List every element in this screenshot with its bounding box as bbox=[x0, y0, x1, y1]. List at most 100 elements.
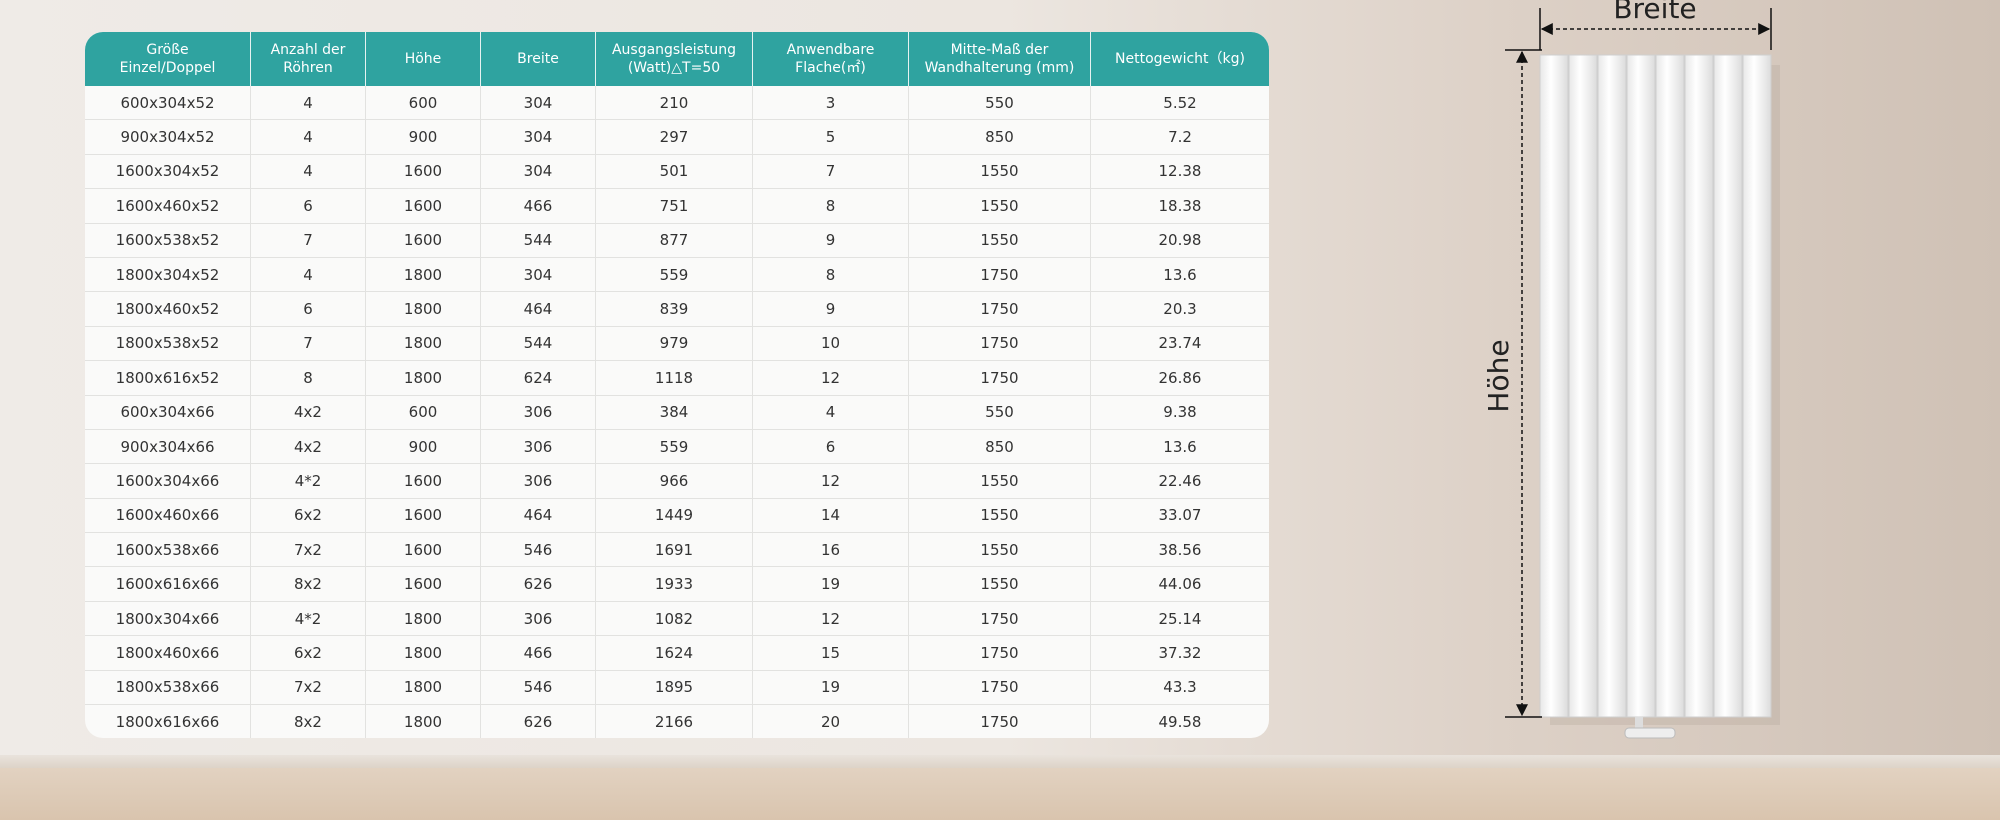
table-cell: 544 bbox=[481, 223, 596, 258]
table-cell: 384 bbox=[596, 395, 753, 430]
table-cell: 1600 bbox=[366, 223, 481, 258]
table-cell: 1600 bbox=[366, 533, 481, 568]
table-cell: 5.52 bbox=[1091, 86, 1269, 121]
table-cell: 626 bbox=[481, 567, 596, 602]
table-cell: 8 bbox=[251, 361, 366, 396]
table-cell: 16 bbox=[753, 533, 909, 568]
header-row: Größe Einzel/Doppel Anzahl der Röhren Höhe… bbox=[85, 32, 1269, 86]
table-cell: 7 bbox=[251, 326, 366, 362]
table-cell: 1800x460x66 bbox=[85, 636, 251, 671]
table-cell: 979 bbox=[596, 326, 753, 362]
table-cell: 2166 bbox=[596, 705, 753, 739]
table-cell: 1750 bbox=[909, 257, 1091, 293]
table-cell: 1800x304x66 bbox=[85, 601, 251, 637]
table-cell: 1600x304x52 bbox=[85, 154, 251, 190]
table-cell: 1800 bbox=[366, 326, 481, 362]
table-cell: 1895 bbox=[596, 670, 753, 706]
table-cell: 6 bbox=[251, 292, 366, 327]
table-cell: 4 bbox=[753, 395, 909, 430]
table-cell: 20.98 bbox=[1091, 224, 1269, 258]
table-cell: 49.58 bbox=[1158, 712, 1202, 731]
table-cell: 33.07 bbox=[1091, 499, 1269, 534]
table-cell: 1800x538x66 bbox=[85, 670, 251, 706]
table-cell: 1600 bbox=[366, 154, 481, 190]
table-cell: 1800 bbox=[366, 705, 481, 739]
table-cell: 850 bbox=[909, 429, 1091, 465]
table-row: 1600x304x66 4*2 1600 306 966 12 1550 22.46 bbox=[85, 464, 1269, 499]
table-cell: 13.6 bbox=[1091, 258, 1269, 293]
table-row: 1600x616x66 8x2 1600 626 1933 19 1550 44.06 bbox=[85, 567, 1269, 602]
table-cell: 600 bbox=[366, 395, 481, 430]
width-label: Breite bbox=[1613, 0, 1696, 25]
table-cell: 751 bbox=[596, 189, 753, 224]
table-cell: 501 bbox=[596, 154, 753, 190]
table-cell: 1800x304x52 bbox=[85, 257, 251, 293]
table-cell: 306 bbox=[481, 395, 596, 430]
table-cell: 1600x538x66 bbox=[85, 533, 251, 568]
table-cell: 304 bbox=[481, 120, 596, 155]
table-cell: 900 bbox=[366, 120, 481, 155]
table-row: 900x304x52 4 900 304 297 5 850 7.2 bbox=[85, 120, 1269, 155]
table-cell: 306 bbox=[481, 601, 596, 637]
table-cell: 559 bbox=[596, 429, 753, 465]
radiator bbox=[1539, 54, 1772, 739]
table-cell: 9.38 bbox=[1091, 396, 1269, 430]
table-cell: 624 bbox=[481, 361, 596, 396]
table-cell: 6x2 bbox=[251, 636, 366, 671]
table-cell: 210 bbox=[596, 86, 753, 121]
table-cell: 1800x460x52 bbox=[85, 292, 251, 327]
table-cell: 26.86 bbox=[1091, 361, 1269, 396]
table-cell: 8 bbox=[753, 257, 909, 293]
header-cell: Höhe bbox=[366, 32, 481, 86]
table-cell: 1800 bbox=[366, 361, 481, 396]
height-label: Höhe bbox=[1482, 339, 1515, 412]
table-cell: 22.46 bbox=[1091, 464, 1269, 499]
table-cell: 1750 bbox=[909, 636, 1091, 671]
table-cell: 1550 bbox=[909, 533, 1091, 568]
table-cell: 4x2 bbox=[251, 429, 366, 465]
table-cell: 4*2 bbox=[251, 464, 366, 499]
table-row: 1800x460x66 6x2 1800 466 1624 15 1750 37.32 bbox=[85, 636, 1269, 671]
table-cell: 1933 bbox=[596, 567, 753, 602]
table-cell: 1600x460x52 bbox=[85, 189, 251, 224]
table-cell: 1118 bbox=[596, 361, 753, 396]
table-cell: 304 bbox=[481, 257, 596, 293]
table-cell: 1691 bbox=[596, 533, 753, 568]
table-cell: 1082 bbox=[596, 601, 753, 637]
table-cell: 7.2 bbox=[1091, 120, 1269, 155]
table-cell: 23.74 bbox=[1091, 327, 1269, 362]
table-cell: 304 bbox=[481, 154, 596, 190]
header-cell: Größe Einzel/Doppel bbox=[85, 32, 251, 86]
table-cell: 20 bbox=[753, 705, 909, 739]
table-cell: 900x304x52 bbox=[85, 120, 251, 155]
header-cell: Mitte-Maß der Wandhalterung (mm) bbox=[909, 32, 1091, 86]
table-row: 1600x460x66 6x2 1600 464 1449 14 1550 33.07 bbox=[85, 498, 1269, 534]
table-cell: 7 bbox=[251, 223, 366, 258]
table-cell: 1750 bbox=[909, 670, 1091, 706]
table-cell: 1624 bbox=[596, 636, 753, 671]
table-cell: 6x2 bbox=[251, 498, 366, 534]
table-cell: 19 bbox=[753, 670, 909, 706]
table-cell: 7 bbox=[753, 154, 909, 190]
header-cell: Ausgangsleistung (Watt)△T=50 bbox=[596, 32, 753, 86]
table-cell: 18.38 bbox=[1091, 189, 1269, 224]
table-cell: 900x304x66 bbox=[85, 429, 251, 465]
table-row: 1600x538x52 7 1600 544 877 9 1550 20.98 bbox=[85, 223, 1269, 258]
table-cell: 600x304x66 bbox=[85, 395, 251, 430]
table-cell: 43.3 bbox=[1091, 671, 1269, 706]
table-row: 1800x538x52 7 1800 544 979 10 1750 23.74 bbox=[85, 326, 1269, 362]
table-cell: 544 bbox=[481, 326, 596, 362]
radiator-figure: Breite Höhe bbox=[1482, 0, 1780, 739]
table-cell: 4x2 bbox=[251, 395, 366, 430]
table-cell: 306 bbox=[481, 464, 596, 499]
table-cell: 464 bbox=[481, 498, 596, 534]
table-cell: 12 bbox=[753, 601, 909, 637]
table-cell: 550 bbox=[909, 395, 1091, 430]
table-cell: 13.6 bbox=[1091, 430, 1269, 465]
table-cell: 5 bbox=[753, 120, 909, 155]
table-cell: 900 bbox=[366, 429, 481, 465]
table-cell: 1800 bbox=[366, 670, 481, 706]
table-cell: 466 bbox=[481, 189, 596, 224]
table-cell: 8 bbox=[753, 189, 909, 224]
header-cell: Nettogewicht（kg) bbox=[1091, 32, 1269, 86]
